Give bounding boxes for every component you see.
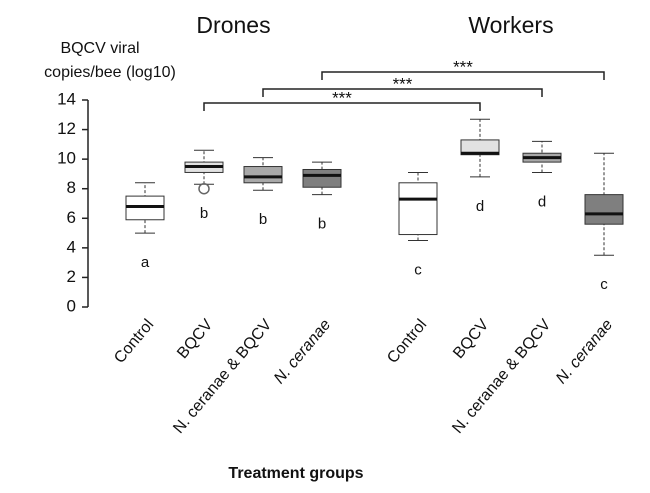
group-title: Workers — [468, 12, 553, 38]
group-letter: b — [259, 211, 267, 228]
box — [584, 194, 624, 225]
box — [302, 168, 342, 188]
x-tick-label: N. ceranae — [271, 316, 334, 387]
x-tick-label: N. ceranae — [553, 316, 616, 387]
y-axis-label: copies/bee (log10) — [44, 64, 176, 81]
group-letter: b — [200, 205, 208, 222]
box — [243, 166, 283, 184]
group-letter: c — [414, 261, 422, 278]
box — [398, 182, 438, 236]
outlier — [198, 182, 210, 195]
significance-bracket — [203, 102, 481, 111]
x-tick-label: Control — [111, 316, 157, 366]
x-tick-label: BQCV — [174, 316, 216, 362]
y-tick-label: 10 — [57, 149, 76, 168]
group-letter: c — [600, 276, 608, 293]
y-tick-label: 4 — [67, 237, 76, 256]
x-tick-label: N. ceranae & BQCV — [170, 316, 275, 437]
y-tick-label: 2 — [67, 267, 76, 286]
significance-bracket — [321, 71, 605, 80]
y-tick-label: 12 — [57, 119, 76, 138]
y-tick-label: 0 — [67, 296, 76, 315]
x-tick-label: Control — [384, 316, 430, 366]
x-axis-label: Treatment groups — [228, 465, 363, 482]
significance-label: *** — [332, 88, 352, 107]
group-letter: b — [318, 216, 326, 233]
y-axis-label: BQCV viral — [60, 40, 139, 57]
x-tick-label: BQCV — [450, 316, 492, 362]
y-tick-label: 8 — [67, 178, 76, 197]
group-title: Drones — [196, 12, 270, 38]
y-tick-label: 6 — [67, 208, 76, 227]
significance-label: *** — [393, 74, 413, 93]
significance-bracket — [262, 88, 543, 97]
y-tick-label: 14 — [57, 89, 76, 108]
group-letter: d — [538, 193, 546, 210]
group-letter: d — [476, 198, 484, 215]
group-letter: a — [141, 254, 150, 271]
significance-label: *** — [453, 57, 473, 76]
